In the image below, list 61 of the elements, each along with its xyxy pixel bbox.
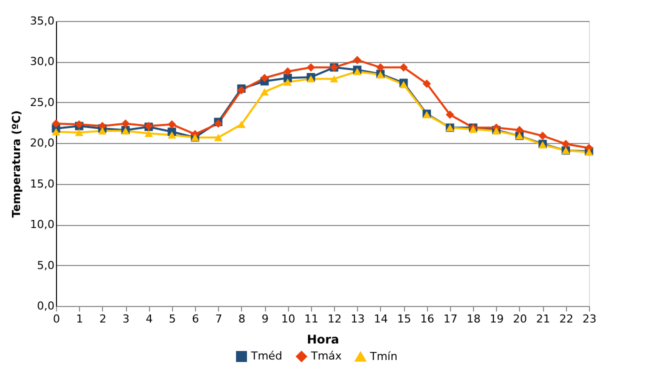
point xyxy=(260,88,269,96)
x-tick-label: 23 xyxy=(582,312,596,326)
x-tick-label: 3 xyxy=(122,312,130,326)
point xyxy=(446,110,454,119)
point xyxy=(74,128,84,136)
point xyxy=(353,56,362,64)
point xyxy=(168,131,176,139)
x-tick-label: 9 xyxy=(262,312,269,326)
x-tick-label: 2 xyxy=(99,312,106,326)
x-tick-label: 17 xyxy=(443,312,458,326)
point xyxy=(538,132,547,140)
point xyxy=(422,80,431,88)
point xyxy=(52,119,60,128)
x-tick-label: 13 xyxy=(350,312,365,326)
y-tick-label: 5,0 xyxy=(37,258,54,272)
x-tick-label: 0 xyxy=(53,312,60,326)
point xyxy=(284,67,292,76)
y-tick-label: 10,0 xyxy=(30,218,54,232)
x-tick-label: 19 xyxy=(490,312,504,326)
y-tick-label: 35,0 xyxy=(30,14,54,28)
point xyxy=(98,127,107,135)
point xyxy=(562,140,570,148)
point xyxy=(399,63,408,72)
y-tick-label: 25,0 xyxy=(30,96,54,109)
x-tick-label: 4 xyxy=(146,312,153,326)
x-tick-label: 11 xyxy=(304,312,318,326)
point xyxy=(52,128,60,136)
x-tick-label: 10 xyxy=(281,312,296,326)
point xyxy=(260,74,269,82)
x-tick-label: 20 xyxy=(512,312,527,326)
legend-label: Tméd xyxy=(250,350,282,363)
x-tick-label: 7 xyxy=(215,312,222,326)
legend-label: Tmín xyxy=(369,350,398,363)
x-tick-label: 18 xyxy=(466,312,481,326)
x-tick-label: 14 xyxy=(374,312,388,326)
point xyxy=(144,130,153,137)
point xyxy=(237,120,246,128)
y-tick-label: 0,0 xyxy=(37,300,54,312)
x-tick-label: 16 xyxy=(420,312,434,326)
x-tick-label: 21 xyxy=(536,312,550,326)
x-tick-label: 22 xyxy=(559,312,574,326)
y-tick-label: 15,0 xyxy=(30,177,54,190)
x-tick-label: 5 xyxy=(168,312,176,326)
point xyxy=(121,119,130,128)
point xyxy=(515,126,524,134)
y-tick-label: 20,0 xyxy=(30,136,54,150)
point xyxy=(330,75,338,82)
legend-label: Tmáx xyxy=(310,350,342,363)
x-tick-label: 6 xyxy=(192,312,200,326)
x-tick-label: 8 xyxy=(238,312,246,326)
x-axis-title: Hora xyxy=(306,332,340,346)
x-tick-label: 1 xyxy=(76,312,84,326)
y-tick-label: 30,0 xyxy=(30,55,54,68)
y-axis-title: Temperatura (ºC) xyxy=(10,110,24,218)
point xyxy=(214,134,222,142)
point xyxy=(284,78,292,86)
point xyxy=(306,63,316,72)
point xyxy=(168,120,176,129)
x-tick-label: 15 xyxy=(397,312,412,326)
x-tick-label: 12 xyxy=(328,312,342,326)
point xyxy=(376,63,385,72)
